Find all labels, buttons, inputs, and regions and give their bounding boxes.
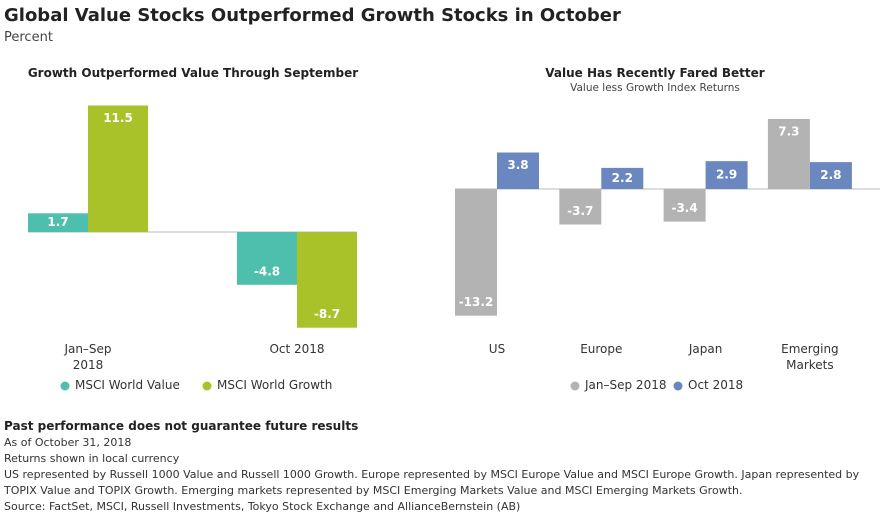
legend-swatch xyxy=(202,381,212,391)
bar xyxy=(559,189,602,225)
bar xyxy=(809,162,852,189)
value-label: -4.8 xyxy=(254,264,280,278)
legend-label: Oct 2018 xyxy=(688,378,744,392)
note-line: Returns shown in local currency xyxy=(4,452,180,465)
value-label: 2.9 xyxy=(716,168,737,182)
bar xyxy=(28,213,88,232)
value-label: -13.2 xyxy=(459,295,494,309)
legend-swatch xyxy=(570,381,580,391)
page-subtitle: Percent xyxy=(4,30,53,45)
bar xyxy=(455,189,497,316)
note-line: Source: FactSet, MSCI, Russell Investmen… xyxy=(4,500,521,512)
bar xyxy=(601,167,644,189)
bar xyxy=(767,118,810,189)
value-label: -3.7 xyxy=(567,204,593,218)
notes-heading: Past performance does not guarantee futu… xyxy=(4,419,359,433)
page-title: Global Value Stocks Outperformed Growth … xyxy=(4,5,621,26)
value-label: 2.8 xyxy=(820,168,841,182)
note-line: US represented by Russell 1000 Value and… xyxy=(4,468,860,497)
bar xyxy=(663,189,706,222)
legend-swatch xyxy=(60,381,70,391)
value-label: 2.2 xyxy=(612,171,633,185)
x-tick-label: US xyxy=(488,342,506,356)
chart-title: Value Has Recently Fared Better xyxy=(545,66,765,80)
value-label: -3.4 xyxy=(671,201,697,215)
bar xyxy=(237,232,297,285)
legend-label: MSCI World Value xyxy=(75,378,180,392)
value-label: 11.5 xyxy=(103,111,133,125)
value-label: 1.7 xyxy=(47,215,68,229)
notes: As of October 31, 2018 Returns shown in l… xyxy=(4,435,874,512)
x-tick-label: Europe xyxy=(580,342,623,356)
x-tick-label: Japan xyxy=(688,342,723,356)
x-tick-label: Oct 2018 xyxy=(269,342,325,356)
chart-title: Growth Outperformed Value Through Septem… xyxy=(27,66,359,80)
bar xyxy=(297,232,357,328)
bar xyxy=(88,105,148,232)
legend-swatch xyxy=(673,381,683,391)
legend-label: MSCI World Growth xyxy=(217,378,333,392)
value-label: 7.3 xyxy=(778,124,799,138)
legend-label: Jan–Sep 2018 xyxy=(585,378,667,392)
bar xyxy=(705,161,748,189)
x-tick-label: Emerging Markets xyxy=(781,342,839,372)
bar xyxy=(497,152,539,189)
value-label: -8.7 xyxy=(314,307,340,321)
note-line: As of October 31, 2018 xyxy=(4,436,132,449)
x-tick-label: Jan–Sep 2018 xyxy=(64,342,112,372)
value-label: 3.8 xyxy=(507,158,528,172)
chart-subtitle: Value less Growth Index Returns xyxy=(570,82,740,94)
